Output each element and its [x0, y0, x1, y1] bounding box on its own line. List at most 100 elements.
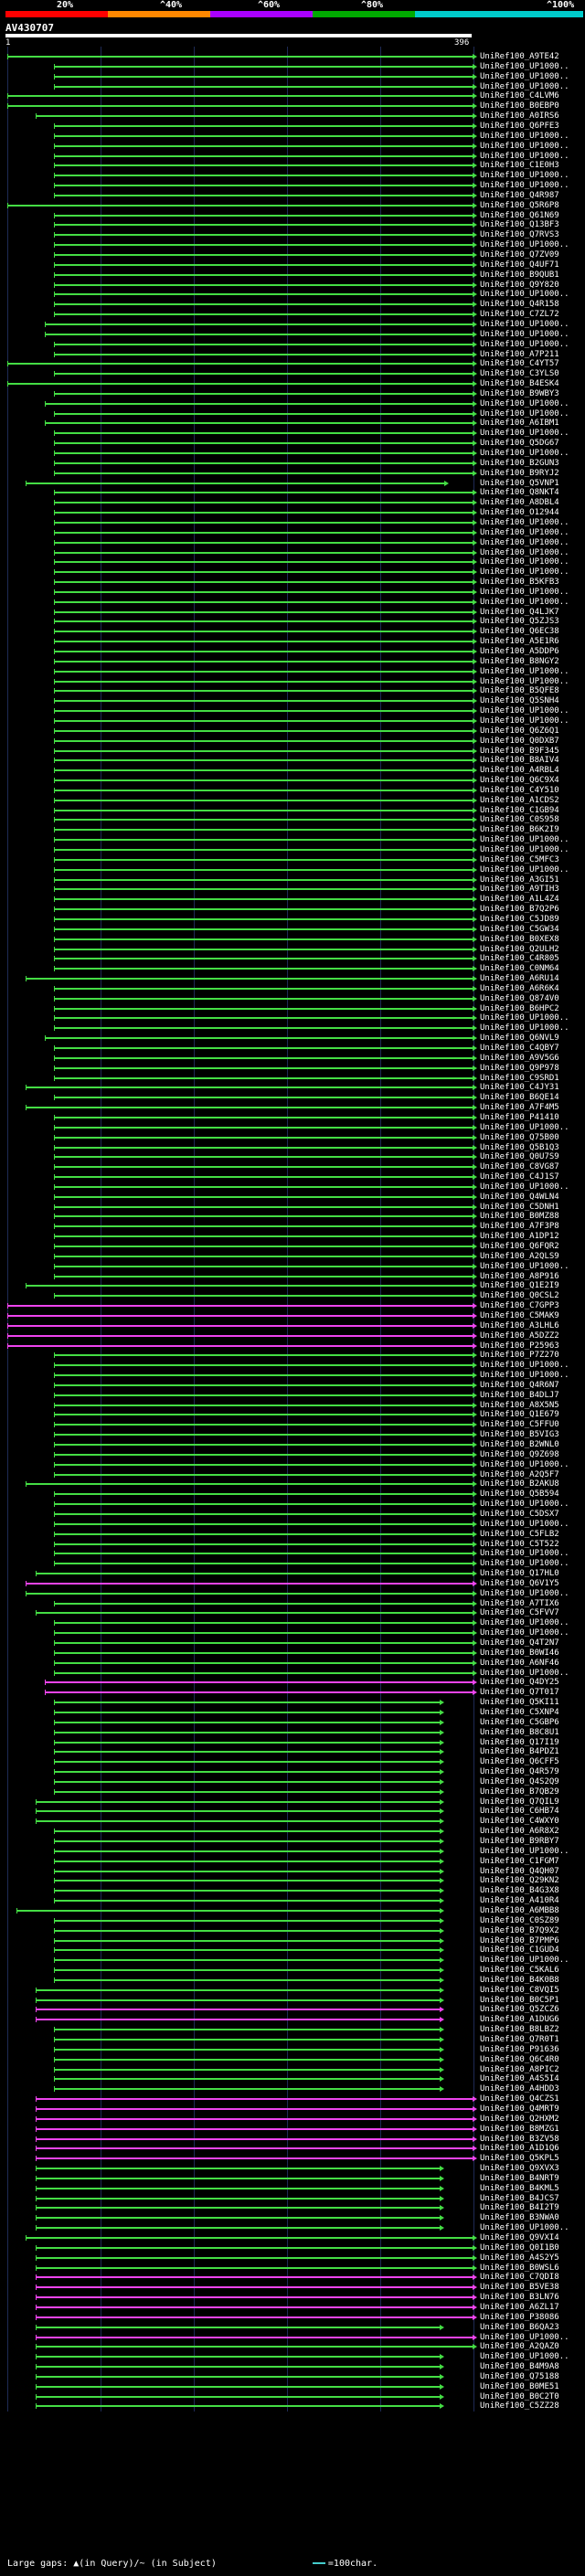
hit-label[interactable]: UniRef100_UP1000.. — [480, 81, 569, 91]
hit-label[interactable]: UniRef100_Q75B00 — [480, 1132, 559, 1142]
hit-label[interactable]: UniRef100_A5DDP6 — [480, 647, 559, 656]
hit-row[interactable]: UniRef100_Q9VXI4 — [0, 2233, 585, 2243]
hit-row[interactable]: UniRef100_UP1000.. — [0, 716, 585, 726]
hit-label[interactable]: UniRef100_Q61N69 — [480, 210, 559, 220]
hit-label[interactable]: UniRef100_Q4WLN4 — [480, 1192, 559, 1202]
hit-alignment-bar[interactable] — [54, 1246, 473, 1247]
hit-row[interactable]: UniRef100_B3NWA0 — [0, 2213, 585, 2223]
hit-alignment-bar[interactable] — [54, 1156, 473, 1159]
hit-alignment-bar[interactable] — [54, 739, 473, 742]
hit-label[interactable]: UniRef100_UP1000.. — [480, 706, 569, 716]
hit-row[interactable]: UniRef100_Q874V0 — [0, 994, 585, 1004]
hit-row[interactable]: UniRef100_C3YLS0 — [0, 369, 585, 379]
hit-label[interactable]: UniRef100_Q6CFF5 — [480, 1757, 559, 1767]
hit-label[interactable]: UniRef100_A3LHL6 — [480, 1320, 559, 1330]
hit-alignment-bar[interactable] — [7, 95, 473, 98]
hit-label[interactable]: UniRef100_Q2ULH2 — [480, 944, 559, 954]
hit-alignment-bar[interactable] — [54, 343, 473, 345]
hit-alignment-bar[interactable] — [54, 651, 473, 652]
hit-label[interactable]: UniRef100_B4NRT9 — [480, 2173, 559, 2183]
hit-alignment-bar[interactable] — [54, 1235, 473, 1238]
hit-row[interactable]: UniRef100_Q6Z6Q1 — [0, 726, 585, 737]
hit-row[interactable]: UniRef100_UP1000.. — [0, 1361, 585, 1371]
hit-label[interactable]: UniRef100_UP1000.. — [480, 1371, 569, 1381]
hit-alignment-bar[interactable] — [54, 1711, 441, 1713]
hit-label[interactable]: UniRef100_A8DBL4 — [480, 498, 559, 508]
hit-row[interactable]: UniRef100_B4DLJ7 — [0, 1391, 585, 1401]
hit-row[interactable]: UniRef100_UP1000.. — [0, 290, 585, 300]
hit-label[interactable]: UniRef100_Q7R0T1 — [480, 2035, 559, 2044]
hit-label[interactable]: UniRef100_B7QB29 — [480, 1786, 559, 1797]
hit-label[interactable]: UniRef100_Q8NKT4 — [480, 488, 559, 498]
hit-alignment-bar[interactable] — [35, 2385, 441, 2388]
hit-row[interactable]: UniRef100_UP1000.. — [0, 667, 585, 677]
hit-label[interactable]: UniRef100_B6QA23 — [480, 2322, 559, 2332]
hit-row[interactable]: UniRef100_A410R4 — [0, 1896, 585, 1906]
hit-alignment-bar[interactable] — [54, 948, 473, 950]
hit-row[interactable]: UniRef100_P7Z270 — [0, 1351, 585, 1361]
hit-label[interactable]: UniRef100_B6QE14 — [480, 1093, 559, 1103]
hit-row[interactable]: UniRef100_B5VE38 — [0, 2283, 585, 2293]
hit-row[interactable]: UniRef100_UP1000.. — [0, 706, 585, 716]
hit-alignment-bar[interactable] — [54, 1374, 473, 1377]
hit-row[interactable]: UniRef100_Q4CZS1 — [0, 2094, 585, 2104]
hit-label[interactable]: UniRef100_UP1000.. — [480, 1588, 569, 1598]
hit-alignment-bar[interactable] — [54, 1860, 441, 1862]
hit-row[interactable]: UniRef100_A2Q5F7 — [0, 1470, 585, 1480]
hit-alignment-bar[interactable] — [54, 1275, 473, 1277]
hit-row[interactable]: UniRef100_Q4LJK7 — [0, 608, 585, 618]
hit-row[interactable]: UniRef100_B6QE14 — [0, 1093, 585, 1103]
hit-alignment-bar[interactable] — [35, 2157, 473, 2160]
hit-label[interactable]: UniRef100_UP1000.. — [480, 2332, 569, 2342]
hit-alignment-bar[interactable] — [26, 1087, 473, 1089]
hit-label[interactable]: UniRef100_Q4CZS1 — [480, 2094, 559, 2104]
hit-row[interactable]: UniRef100_B3ZV58 — [0, 2135, 585, 2145]
hit-row[interactable]: UniRef100_C5KAL6 — [0, 1966, 585, 1976]
hit-label[interactable]: UniRef100_A2QAZ0 — [480, 2342, 559, 2352]
hit-alignment-bar[interactable] — [35, 2217, 441, 2220]
hit-row[interactable]: UniRef100_C5DNH1 — [0, 1203, 585, 1213]
hit-row[interactable]: UniRef100_UP1000.. — [0, 142, 585, 152]
hit-alignment-bar[interactable] — [35, 2266, 473, 2269]
hit-alignment-bar[interactable] — [54, 1404, 473, 1406]
hit-row[interactable]: UniRef100_C5ZZ28 — [0, 2401, 585, 2412]
hit-alignment-bar[interactable] — [54, 1622, 473, 1625]
hit-label[interactable]: UniRef100_UP1000.. — [480, 339, 569, 349]
hit-alignment-bar[interactable] — [44, 323, 473, 325]
hit-alignment-bar[interactable] — [54, 1027, 473, 1030]
hit-label[interactable]: UniRef100_B4K0B8 — [480, 1975, 559, 1985]
hit-alignment-bar[interactable] — [54, 1890, 441, 1892]
hit-label[interactable]: UniRef100_B8MZG1 — [480, 2124, 559, 2134]
hit-row[interactable]: UniRef100_A9TE42 — [0, 52, 585, 62]
hit-alignment-bar[interactable] — [54, 1632, 473, 1635]
hit-alignment-bar[interactable] — [54, 134, 473, 137]
hit-label[interactable]: UniRef100_C5KAL6 — [480, 1966, 559, 1976]
hit-alignment-bar[interactable] — [54, 224, 473, 227]
hit-label[interactable]: UniRef100_B8AIV4 — [480, 756, 559, 766]
hit-row[interactable]: UniRef100_UP1000.. — [0, 845, 585, 855]
hit-label[interactable]: UniRef100_UP1000.. — [480, 1668, 569, 1678]
hit-label[interactable]: UniRef100_B9RBY7 — [480, 1837, 559, 1846]
hit-alignment-bar[interactable] — [54, 1830, 441, 1833]
hit-alignment-bar[interactable] — [54, 1017, 473, 1020]
hit-label[interactable]: UniRef100_UP1000.. — [480, 2352, 569, 2362]
hit-alignment-bar[interactable] — [54, 512, 473, 514]
hit-label[interactable]: UniRef100_UP1000.. — [480, 835, 569, 845]
hit-alignment-bar[interactable] — [54, 1493, 473, 1496]
hit-label[interactable]: UniRef100_Q6C9X4 — [480, 776, 559, 786]
hit-row[interactable]: UniRef100_A7P211 — [0, 350, 585, 360]
hit-alignment-bar[interactable] — [35, 1800, 441, 1803]
hit-label[interactable]: UniRef100_B8LBZ2 — [480, 2025, 559, 2035]
hit-alignment-bar[interactable] — [54, 1056, 473, 1059]
hit-row[interactable]: UniRef100_UP1000.. — [0, 82, 585, 92]
hit-alignment-bar[interactable] — [54, 1939, 441, 1942]
hit-alignment-bar[interactable] — [54, 839, 473, 842]
hit-row[interactable]: UniRef100_C8VG87 — [0, 1162, 585, 1172]
hit-row[interactable]: UniRef100_Q4QH07 — [0, 1867, 585, 1877]
hit-label[interactable]: UniRef100_A4S5I4 — [480, 2074, 559, 2084]
hit-label[interactable]: UniRef100_C4WXY0 — [480, 1817, 559, 1827]
hit-row[interactable]: UniRef100_Q5SNH4 — [0, 696, 585, 706]
hit-row[interactable]: UniRef100_Q7R0T1 — [0, 2035, 585, 2045]
hit-label[interactable]: UniRef100_B0MZ88 — [480, 1212, 559, 1222]
hit-label[interactable]: UniRef100_C5DSX7 — [480, 1509, 559, 1519]
